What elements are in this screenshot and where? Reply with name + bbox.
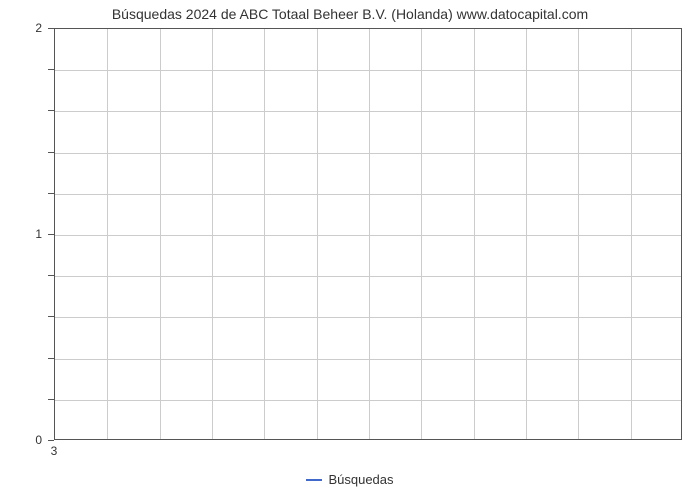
- grid-hline: [55, 276, 681, 277]
- y-tick: [48, 69, 54, 70]
- grid-hline: [55, 111, 681, 112]
- y-tick: [48, 234, 54, 235]
- grid-vline: [421, 29, 422, 439]
- y-tick: [48, 440, 54, 441]
- grid-vline: [474, 29, 475, 439]
- y-tick-label: 2: [0, 21, 42, 35]
- y-tick: [48, 28, 54, 29]
- grid-hline: [55, 153, 681, 154]
- grid-vline: [107, 29, 108, 439]
- y-tick: [48, 193, 54, 194]
- y-tick: [48, 358, 54, 359]
- y-tick: [48, 316, 54, 317]
- grid-vline: [212, 29, 213, 439]
- grid-vline: [578, 29, 579, 439]
- grid-hline: [55, 70, 681, 71]
- y-tick: [48, 110, 54, 111]
- grid-vline: [369, 29, 370, 439]
- legend-label: Búsquedas: [328, 472, 393, 487]
- grid-hline: [55, 317, 681, 318]
- chart-container: Búsquedas 2024 de ABC Totaal Beheer B.V.…: [0, 0, 700, 500]
- grid-hline: [55, 400, 681, 401]
- legend-line: [306, 479, 322, 481]
- y-tick-label: 0: [0, 433, 42, 447]
- grid-vline: [264, 29, 265, 439]
- y-tick: [48, 152, 54, 153]
- y-tick: [48, 275, 54, 276]
- grid-hline: [55, 235, 681, 236]
- grid-vline: [526, 29, 527, 439]
- plot-area: [54, 28, 682, 440]
- y-tick-label: 1: [0, 227, 42, 241]
- chart-title: Búsquedas 2024 de ABC Totaal Beheer B.V.…: [0, 6, 700, 22]
- grid-hline: [55, 359, 681, 360]
- legend: Búsquedas: [0, 472, 700, 487]
- grid-vline: [160, 29, 161, 439]
- x-axis-label: 3: [44, 444, 64, 458]
- y-tick: [48, 399, 54, 400]
- grid-hline: [55, 194, 681, 195]
- grid-vline: [317, 29, 318, 439]
- grid-vline: [631, 29, 632, 439]
